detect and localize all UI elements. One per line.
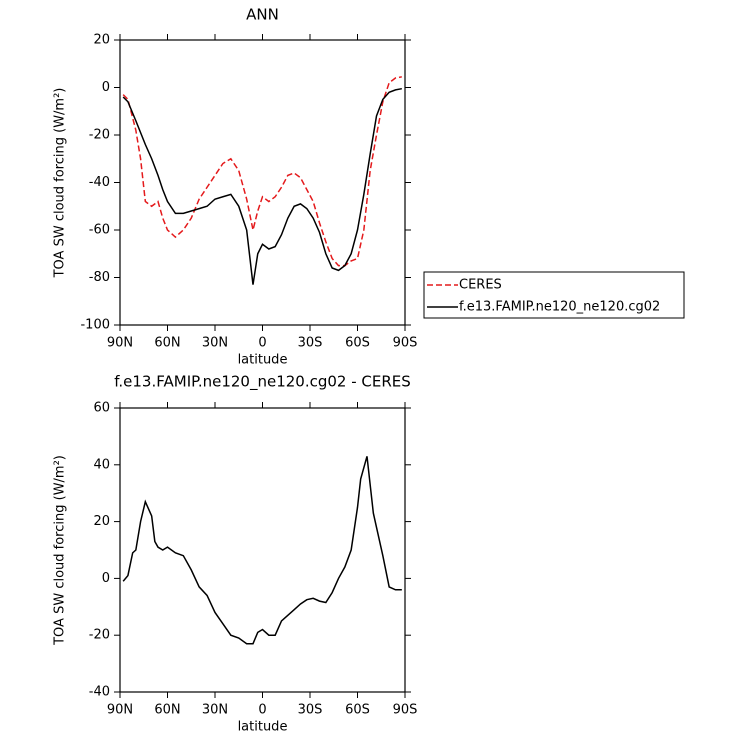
x-tick-label: 90N	[107, 703, 133, 718]
chart-title: ANN	[246, 6, 279, 24]
y-tick-label: 60	[93, 401, 110, 416]
x-tick-label: 90S	[393, 336, 418, 351]
x-tick-label: 60S	[345, 703, 370, 718]
y-tick-label: 0	[102, 571, 110, 586]
y-tick-label: 20	[93, 514, 110, 529]
x-tick-label: 30S	[298, 336, 323, 351]
x-axis-label: latitude	[238, 353, 288, 368]
y-tick-label: -100	[80, 318, 110, 333]
series-line	[122, 87, 402, 285]
x-axis-label: latitude	[238, 720, 288, 735]
x-tick-label: 0	[258, 336, 266, 351]
y-tick-label: -40	[89, 175, 110, 190]
y-tick-label: 0	[102, 80, 110, 95]
series-line	[122, 76, 402, 267]
legend-label: CERES	[459, 278, 502, 293]
y-tick-label: -40	[89, 685, 110, 700]
x-tick-label: 30N	[202, 703, 228, 718]
chart-title: f.e13.FAMIP.ne120_ne120.cg02 - CERES	[114, 373, 411, 392]
x-tick-label: 90S	[393, 703, 418, 718]
x-tick-label: 60N	[154, 703, 180, 718]
x-tick-label: 0	[258, 703, 266, 718]
series-line	[122, 456, 402, 645]
x-tick-label: 30S	[298, 703, 323, 718]
x-tick-label: 60S	[345, 336, 370, 351]
y-tick-label: -20	[89, 628, 110, 643]
y-tick-label: -60	[89, 223, 110, 238]
y-tick-label: -20	[89, 128, 110, 143]
y-tick-label: -80	[89, 270, 110, 285]
y-tick-label: 20	[93, 33, 110, 48]
x-tick-label: 90N	[107, 336, 133, 351]
legend-label: f.e13.FAMIP.ne120_ne120.cg02	[459, 300, 660, 315]
legend-box	[423, 271, 685, 319]
y-axis-label: TOA SW cloud forcing (W/m²)	[53, 455, 68, 646]
x-tick-label: 60N	[154, 336, 180, 351]
plot-frame	[119, 407, 406, 693]
x-tick-label: 30N	[202, 336, 228, 351]
plot-frame	[119, 39, 406, 326]
y-axis-label: TOA SW cloud forcing (W/m²)	[53, 88, 68, 279]
y-tick-label: 40	[93, 457, 110, 472]
